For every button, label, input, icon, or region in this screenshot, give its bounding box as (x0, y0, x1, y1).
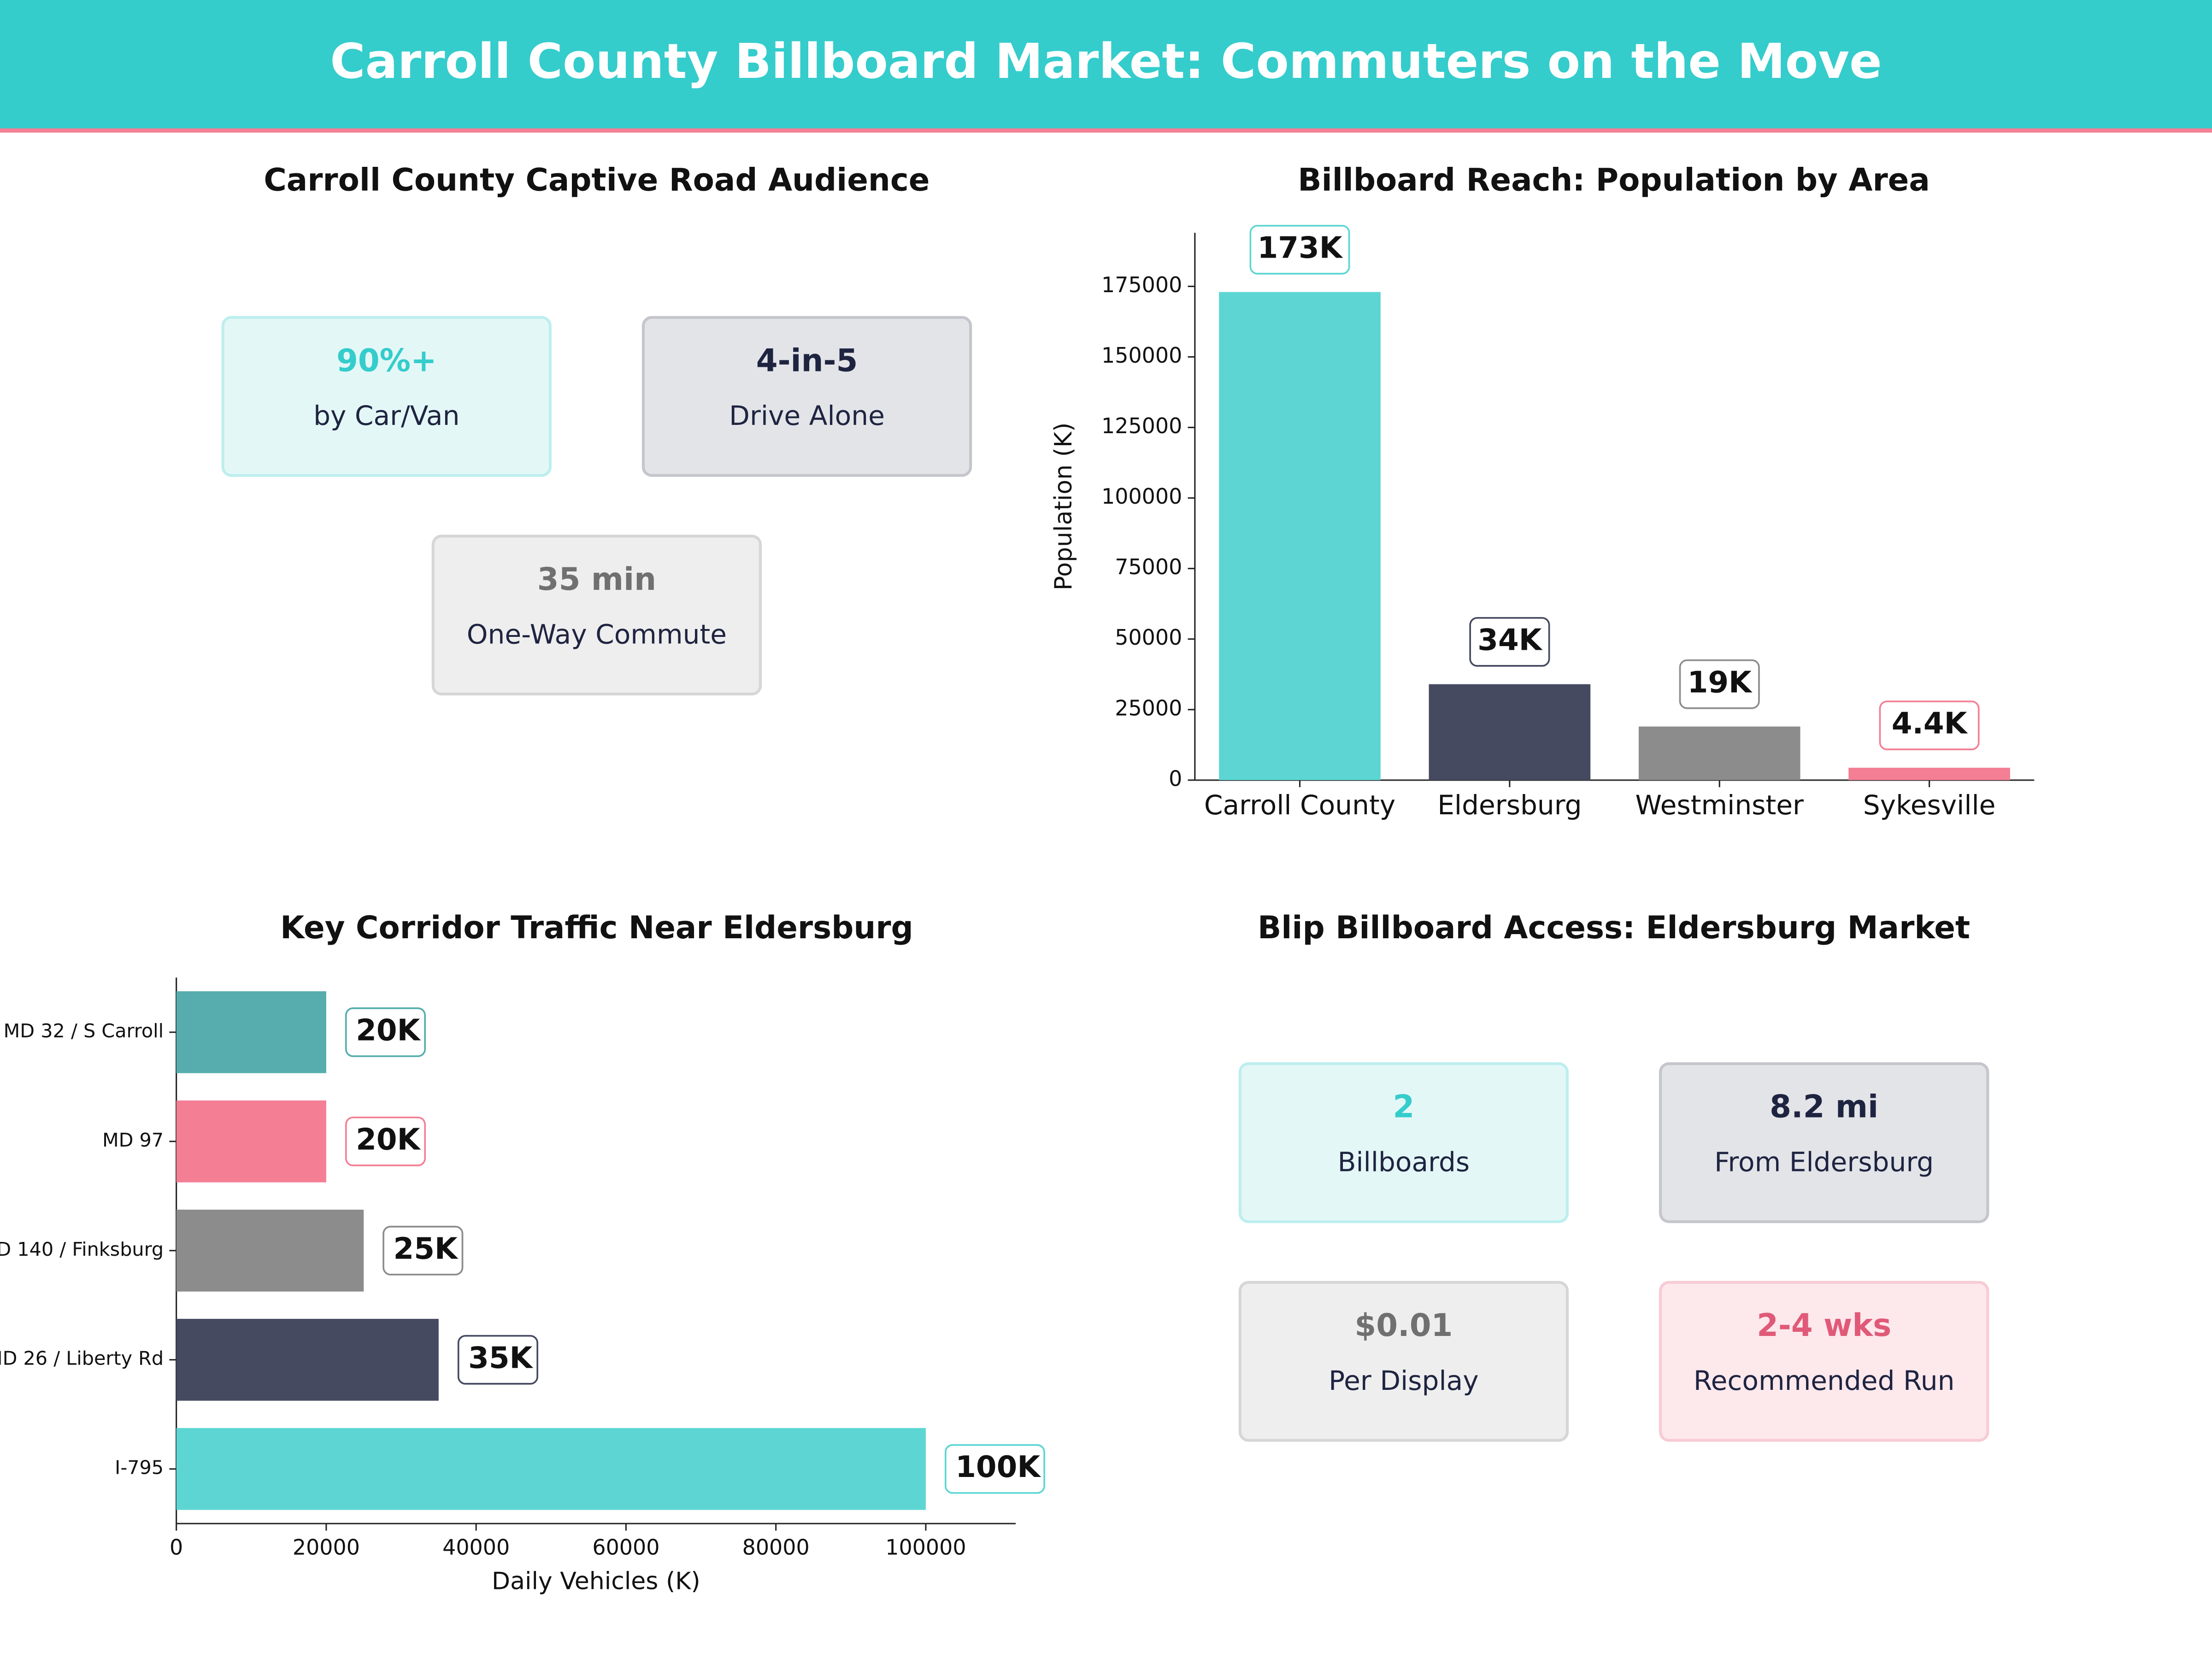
page-title: Carroll County Billboard Market: Commute… (330, 33, 1882, 89)
y-tick-label: MD 140 / Finksburg (0, 1238, 164, 1260)
y-tick-label: 100000 (1101, 484, 1182, 509)
panel-title: Carroll County Captive Road Audience (264, 161, 930, 198)
stat-card (1659, 1281, 1989, 1442)
value-label-text: 20K (356, 1122, 421, 1157)
y-tick-label: MD 97 (102, 1129, 164, 1151)
value-label: 19K (1679, 659, 1760, 709)
stat-card (1659, 1062, 1989, 1224)
y-tick-label: 50000 (1115, 625, 1182, 650)
stat-label: From Eldersburg (1714, 1147, 1934, 1178)
x-tick-label: 80000 (742, 1535, 810, 1560)
chart-title: Billboard Reach: Population by Area (1298, 161, 1930, 198)
value-label: 20K (345, 1116, 426, 1166)
stat-value: 4-in-5 (756, 342, 858, 378)
stat-value: $0.01 (1354, 1307, 1453, 1343)
stat-card (431, 535, 762, 696)
stat-label: Recommended Run (1694, 1365, 1955, 1396)
value-label-box (1469, 617, 1550, 667)
stat-card (1238, 1281, 1569, 1442)
x-tick-label: 100000 (885, 1535, 966, 1560)
value-label: 4.4K (1879, 700, 1980, 750)
y-axis-label: Population (K) (1050, 423, 1077, 591)
bar (176, 991, 326, 1073)
x-tick-label: 20000 (293, 1535, 360, 1560)
value-label: 20K (345, 1007, 426, 1057)
stat-card (641, 316, 972, 477)
y-tick-label: MD 32 / S Carroll (4, 1020, 164, 1042)
header-rule (0, 128, 2212, 133)
bar (1638, 726, 1800, 780)
stat-value: 90%+ (336, 342, 437, 378)
bar (176, 1428, 926, 1510)
bar (176, 1100, 326, 1182)
x-tick-label: Eldersburg (1437, 789, 1582, 821)
value-label-box (345, 1116, 426, 1166)
stat-card (221, 316, 552, 477)
header-band (0, 0, 2212, 130)
value-label-text: 4.4K (1892, 706, 1968, 741)
stat-value: 35 min (537, 561, 656, 597)
y-tick-label: 25000 (1115, 695, 1182, 720)
x-tick-label: 0 (170, 1535, 183, 1560)
y-tick-label: 175000 (1101, 272, 1182, 297)
panel-title: Blip Billboard Access: Eldersburg Market (1258, 909, 1970, 946)
value-label-text: 173K (1258, 230, 1343, 265)
value-label-text: 19K (1688, 665, 1753, 700)
value-label-text: 35K (468, 1341, 533, 1375)
x-tick-label: 40000 (442, 1535, 510, 1560)
value-label-box (1679, 659, 1760, 709)
value-label-box (382, 1225, 464, 1276)
stat-label: Per Display (1329, 1365, 1479, 1396)
value-label-box (1249, 224, 1350, 275)
x-tick-label: Westminster (1635, 789, 1804, 821)
stat-label: One-Way Commute (467, 619, 727, 650)
stat-label: Billboards (1338, 1147, 1470, 1178)
stat-label: Drive Alone (729, 400, 885, 431)
y-tick-label: 75000 (1115, 554, 1182, 579)
y-tick-label: I-795 (115, 1457, 164, 1479)
bar (176, 1209, 364, 1292)
y-tick-label: MD 26 / Liberty Rd (0, 1347, 164, 1370)
bar (1429, 684, 1591, 780)
value-label: 34K (1469, 617, 1550, 667)
value-label-box (345, 1007, 426, 1057)
stat-label: by Car/Van (313, 400, 459, 431)
bar (176, 1318, 439, 1401)
y-tick-label: 125000 (1101, 413, 1182, 438)
stat-value: 8.2 mi (1770, 1088, 1878, 1125)
value-label: 100K (944, 1444, 1045, 1494)
value-label-text: 25K (394, 1231, 459, 1266)
stat-value: 2 (1393, 1088, 1414, 1125)
y-tick-label: 150000 (1101, 343, 1182, 368)
y-tick-label: 0 (1169, 766, 1182, 791)
value-label-box (944, 1444, 1045, 1494)
stat-card (1238, 1062, 1569, 1224)
bar (1848, 767, 2010, 780)
value-label: 35K (457, 1335, 538, 1385)
value-label-text: 20K (356, 1013, 421, 1047)
bar (1219, 292, 1381, 780)
value-label-text: 34K (1477, 623, 1542, 657)
x-tick-label: 60000 (592, 1535, 659, 1560)
x-tick-label: Carroll County (1204, 789, 1395, 821)
x-axis-label: Daily Vehicles (K) (492, 1568, 700, 1595)
value-label: 25K (382, 1225, 464, 1276)
stat-value: 2-4 wks (1757, 1307, 1891, 1343)
value-label: 173K (1249, 224, 1350, 275)
value-label-box (1879, 700, 1980, 750)
value-label-box (457, 1335, 538, 1385)
chart-title: Key Corridor Traffic Near Eldersburg (280, 909, 913, 946)
value-label-text: 100K (955, 1450, 1041, 1484)
x-tick-label: Sykesville (1863, 789, 1996, 821)
